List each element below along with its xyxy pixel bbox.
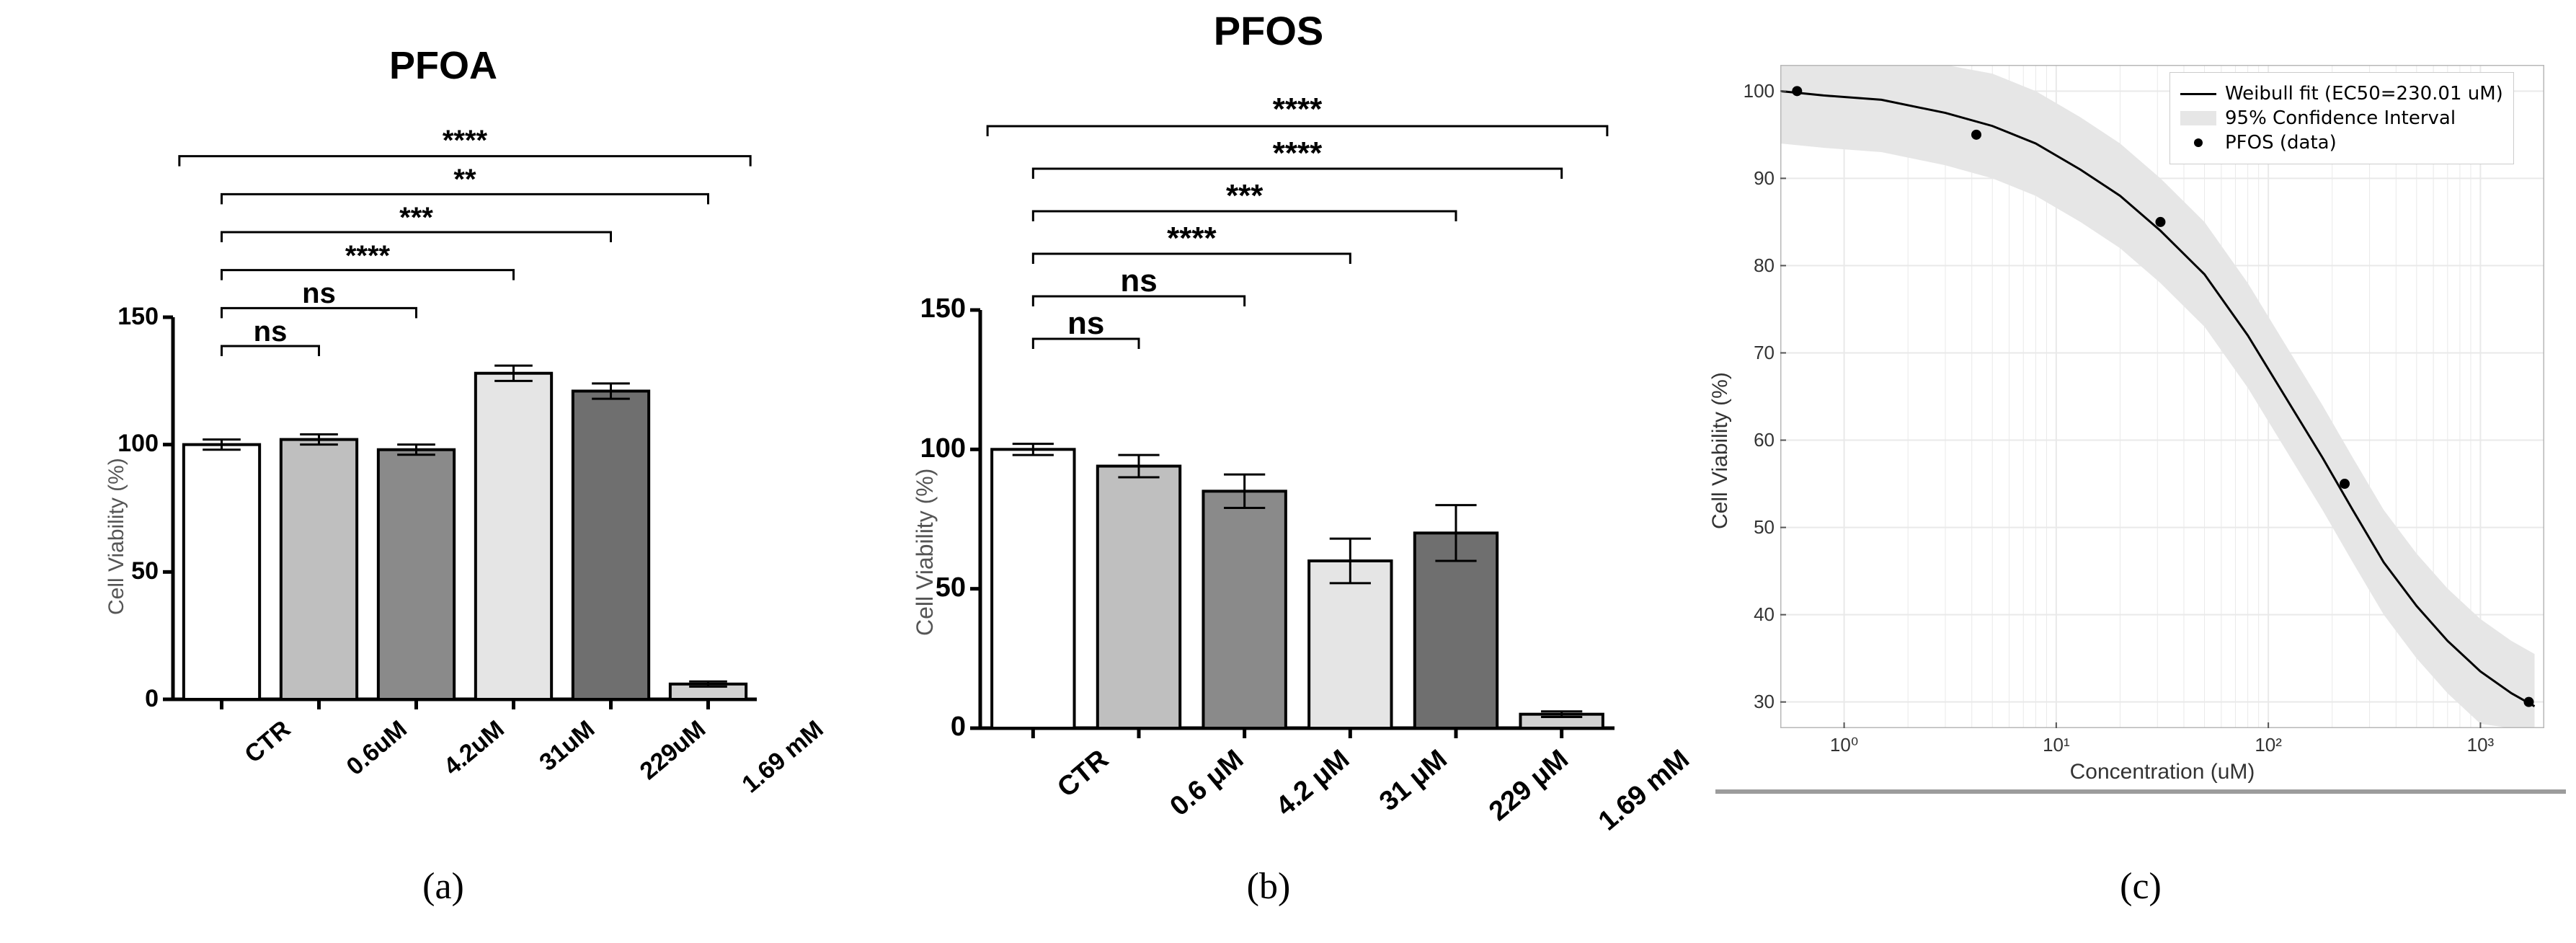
panel_b-subcaption: (b)	[858, 865, 1679, 908]
panel_c-xlabel: Concentration (uM)	[1780, 760, 2544, 784]
panel_b-plot-svg	[966, 296, 1629, 743]
panel_a-ytick: 50	[101, 557, 159, 585]
panel_c-xtick: 10¹	[2035, 734, 2078, 756]
legend-label: PFOS (data)	[2225, 132, 2337, 154]
panel_a-xtick: 1.69 mM	[737, 715, 829, 799]
legend-label: 95% Confidence Interval	[2225, 107, 2456, 129]
legend-swatch	[2180, 111, 2216, 125]
panel_c-plot-svg	[1780, 65, 2544, 728]
panel_a-title: PFOA	[65, 43, 822, 88]
panel_c-legend: Weibull fit (EC50=230.01 uM)95% Confiden…	[2169, 72, 2514, 164]
panel_b-xtick: CTR	[1052, 744, 1115, 804]
panel_b-sig-svg	[959, 62, 1636, 353]
panel_b-title: PFOS	[858, 7, 1679, 54]
panel_b-xtick: 229 μM	[1483, 744, 1574, 828]
panel_b-ytick: 150	[908, 293, 966, 324]
panel_a-xtick: 229uM	[634, 715, 711, 786]
legend-row: PFOS (data)	[2180, 132, 2503, 154]
panel_c-ytick: 90	[1740, 167, 1775, 190]
panel_c-subcaption: (c)	[1715, 865, 2566, 908]
panel_b-xtick: 31 μM	[1374, 744, 1454, 818]
panel_a-ytick: 150	[101, 303, 159, 331]
panel_b-ytick: 100	[908, 433, 966, 464]
panel_a-sig-svg	[151, 97, 778, 360]
panel_b-ytick: 0	[908, 712, 966, 743]
panel_a-subcaption: (a)	[65, 865, 822, 908]
panel_a-xtick: 0.6uM	[341, 715, 412, 782]
panel_b-xtick: 1.69 mM	[1593, 744, 1696, 837]
panel_c-xtick: 10⁰	[1823, 734, 1866, 756]
legend-row: 95% Confidence Interval	[2180, 107, 2503, 129]
panel_a-xtick: 4.2uM	[438, 715, 510, 782]
legend-row: Weibull fit (EC50=230.01 uM)	[2180, 83, 2503, 105]
panel_c-ytick: 50	[1740, 516, 1775, 539]
panel_c-xtick: 10²	[2247, 734, 2290, 756]
panel_b-xtick: 0.6 μM	[1165, 744, 1250, 823]
panel_b-ylabel: Cell Viability (%)	[912, 469, 938, 636]
panel_a-ytick: 100	[101, 430, 159, 458]
panel_a-ylabel: Cell Viability (%)	[105, 459, 129, 616]
panel_c-ytick: 30	[1740, 691, 1775, 713]
panel_c-xtick: 10³	[2459, 734, 2502, 756]
panel_a-ytick: 0	[101, 685, 159, 713]
legend-swatch	[2180, 138, 2216, 147]
panel_b-ytick: 50	[908, 572, 966, 603]
panel_c-ytick: 70	[1740, 342, 1775, 364]
panel_c-ylabel: Cell Viability (%)	[1708, 372, 1733, 529]
panel_b-xtick: 4.2 μM	[1270, 744, 1355, 823]
panel_c-ytick: 100	[1740, 80, 1775, 102]
panel_c-ytick: 80	[1740, 254, 1775, 277]
panel_a-xtick: 31uM	[534, 715, 600, 777]
legend-swatch	[2180, 93, 2216, 95]
panel_c-underline	[1715, 789, 2566, 794]
panel_c-ytick: 60	[1740, 429, 1775, 451]
panel_a-xtick: CTR	[239, 715, 296, 769]
figure: PFOA Cell Viability (%) 0 50 100 150 CTR 0.6uM 4…	[0, 0, 2576, 943]
legend-label: Weibull fit (EC50=230.01 uM)	[2225, 83, 2503, 105]
panel_a-plot-svg	[159, 303, 771, 714]
panel_c-ytick: 40	[1740, 603, 1775, 626]
